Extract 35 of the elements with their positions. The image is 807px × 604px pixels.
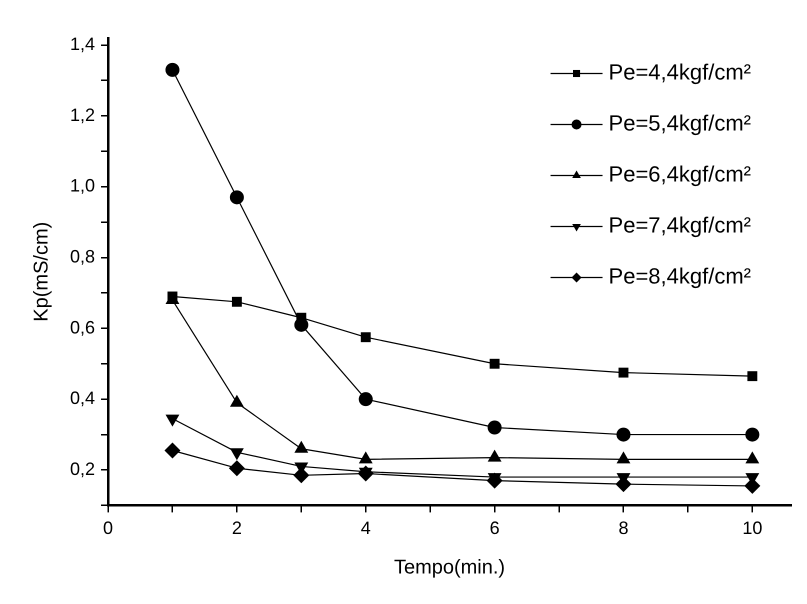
legend-label: Pe=4,4kgf/cm² [608, 60, 751, 85]
point [165, 62, 180, 77]
y-axis-title: Kp(mS/cm) [30, 222, 53, 322]
point [230, 190, 244, 204]
x-tick-label: 10 [742, 518, 762, 538]
point [360, 332, 371, 342]
x-tick-label: 2 [232, 518, 242, 538]
x-axis-title: Tempo(min.) [394, 556, 506, 579]
y-tick-label: 0,2 [70, 458, 96, 479]
legend-label: Pe=6,4kgf/cm² [608, 162, 751, 187]
point [490, 358, 500, 369]
point [747, 371, 758, 382]
x-tick-label: 6 [490, 518, 500, 538]
y-tick-label: 0,8 [70, 246, 96, 267]
y-tick-label: 1,2 [70, 104, 96, 125]
legend-label: Pe=5,4kgf/cm² [608, 110, 751, 136]
x-tick-label: 0 [103, 518, 114, 538]
y-tick-label: 1,4 [70, 34, 96, 54]
y-tick-label: 0,6 [70, 317, 96, 338]
point [616, 428, 630, 442]
point [232, 296, 242, 307]
y-tick-label: 0,4 [70, 388, 96, 408]
y-tick-label: 1,0 [70, 176, 96, 196]
point [228, 460, 245, 476]
point [745, 428, 760, 442]
legend-label: Pe=7,4kgf/cm² [608, 212, 751, 238]
x-tick-label: 4 [360, 518, 371, 538]
point [164, 442, 180, 459]
point [358, 392, 373, 406]
point [488, 420, 502, 434]
point [486, 472, 503, 489]
point [294, 318, 308, 332]
point [618, 368, 628, 378]
x-tick-label: 8 [618, 518, 628, 538]
legend-label: Pe=8,4kgf/cm² [608, 264, 751, 289]
